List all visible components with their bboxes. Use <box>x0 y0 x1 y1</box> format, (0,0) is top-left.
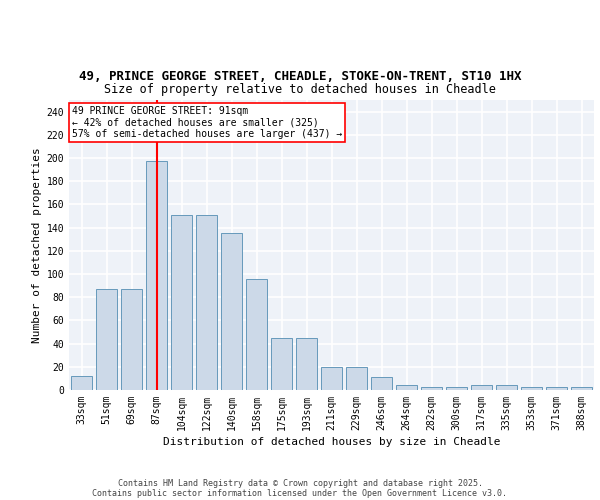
Bar <box>421 386 442 390</box>
Bar <box>571 386 592 390</box>
Bar <box>71 376 92 390</box>
Bar <box>371 377 392 390</box>
Y-axis label: Number of detached properties: Number of detached properties <box>32 147 43 343</box>
Bar <box>96 289 117 390</box>
Text: Contains HM Land Registry data © Crown copyright and database right 2025.: Contains HM Land Registry data © Crown c… <box>118 478 482 488</box>
Text: 49 PRINCE GEORGE STREET: 91sqm
← 42% of detached houses are smaller (325)
57% of: 49 PRINCE GEORGE STREET: 91sqm ← 42% of … <box>71 106 342 139</box>
Bar <box>321 367 342 390</box>
Bar <box>546 386 567 390</box>
Bar <box>496 386 517 390</box>
Bar <box>346 367 367 390</box>
X-axis label: Distribution of detached houses by size in Cheadle: Distribution of detached houses by size … <box>163 437 500 447</box>
Bar <box>396 386 417 390</box>
Bar <box>246 278 267 390</box>
Bar <box>121 289 142 390</box>
Bar <box>296 338 317 390</box>
Bar <box>521 386 542 390</box>
Text: Size of property relative to detached houses in Cheadle: Size of property relative to detached ho… <box>104 83 496 96</box>
Text: 49, PRINCE GEORGE STREET, CHEADLE, STOKE-ON-TRENT, ST10 1HX: 49, PRINCE GEORGE STREET, CHEADLE, STOKE… <box>79 70 521 82</box>
Bar <box>221 234 242 390</box>
Bar <box>196 215 217 390</box>
Bar <box>146 162 167 390</box>
Bar <box>471 386 492 390</box>
Text: Contains public sector information licensed under the Open Government Licence v3: Contains public sector information licen… <box>92 488 508 498</box>
Bar <box>446 386 467 390</box>
Bar <box>271 338 292 390</box>
Bar <box>171 215 192 390</box>
